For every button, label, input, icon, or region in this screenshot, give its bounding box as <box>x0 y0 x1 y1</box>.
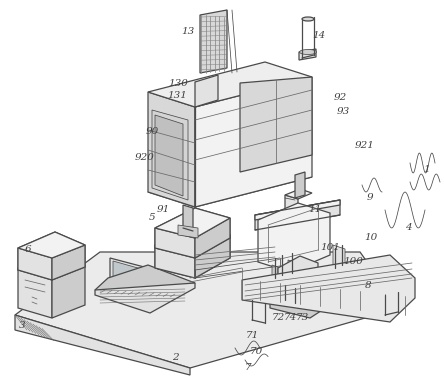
Text: 100: 100 <box>343 258 363 266</box>
Polygon shape <box>52 265 85 318</box>
Polygon shape <box>240 77 312 172</box>
Text: 93: 93 <box>337 108 349 117</box>
Text: 11: 11 <box>309 206 321 214</box>
Polygon shape <box>155 225 230 278</box>
Text: 1: 1 <box>424 166 430 174</box>
Polygon shape <box>155 245 195 278</box>
Polygon shape <box>148 92 195 207</box>
Text: 3: 3 <box>19 320 25 329</box>
Polygon shape <box>195 75 218 107</box>
Polygon shape <box>18 232 85 280</box>
Polygon shape <box>200 10 227 73</box>
Polygon shape <box>183 205 193 231</box>
Polygon shape <box>195 235 230 278</box>
Polygon shape <box>15 315 190 375</box>
Polygon shape <box>155 208 230 238</box>
Polygon shape <box>18 248 52 280</box>
Polygon shape <box>195 218 230 258</box>
Polygon shape <box>52 245 85 280</box>
Polygon shape <box>270 285 330 318</box>
Text: 91: 91 <box>156 206 170 214</box>
Polygon shape <box>18 268 52 318</box>
Polygon shape <box>155 115 183 196</box>
Polygon shape <box>152 110 188 200</box>
Text: 8: 8 <box>365 280 371 290</box>
Polygon shape <box>288 260 295 277</box>
Polygon shape <box>295 172 305 198</box>
Text: 2: 2 <box>172 353 178 363</box>
Polygon shape <box>255 200 340 220</box>
Polygon shape <box>258 203 330 272</box>
Text: 130: 130 <box>168 79 188 87</box>
Polygon shape <box>278 256 318 292</box>
Polygon shape <box>255 200 340 230</box>
Text: 4: 4 <box>404 223 411 233</box>
Polygon shape <box>148 62 312 107</box>
Polygon shape <box>333 245 345 272</box>
Polygon shape <box>155 228 195 258</box>
Text: 14: 14 <box>313 32 325 41</box>
Text: 71: 71 <box>246 331 258 339</box>
Text: 101: 101 <box>320 244 340 252</box>
Text: 10: 10 <box>365 233 378 242</box>
Text: 6: 6 <box>25 245 32 255</box>
Polygon shape <box>18 255 85 278</box>
Polygon shape <box>148 162 312 207</box>
Polygon shape <box>178 225 198 238</box>
Text: 131: 131 <box>167 92 187 100</box>
Polygon shape <box>195 77 312 207</box>
Polygon shape <box>285 195 298 274</box>
Polygon shape <box>155 208 230 258</box>
Text: 7: 7 <box>245 364 251 372</box>
Polygon shape <box>242 255 415 322</box>
Polygon shape <box>15 252 400 368</box>
Text: 90: 90 <box>145 128 159 136</box>
Polygon shape <box>95 283 195 313</box>
Text: 9: 9 <box>367 193 373 201</box>
Text: 13: 13 <box>182 27 194 36</box>
Ellipse shape <box>300 49 317 54</box>
Polygon shape <box>113 261 145 298</box>
Polygon shape <box>18 232 85 258</box>
Polygon shape <box>285 189 312 199</box>
Text: 5: 5 <box>149 212 155 222</box>
Text: 74: 74 <box>283 314 297 323</box>
Text: 920: 920 <box>135 154 155 163</box>
Ellipse shape <box>302 17 314 21</box>
Text: 921: 921 <box>355 141 375 149</box>
Polygon shape <box>110 258 148 302</box>
Text: 73: 73 <box>295 314 309 323</box>
Text: 70: 70 <box>250 347 262 356</box>
Polygon shape <box>299 49 316 60</box>
Text: 92: 92 <box>333 92 347 101</box>
Polygon shape <box>272 265 278 282</box>
Polygon shape <box>95 265 195 308</box>
Text: 72: 72 <box>271 314 285 323</box>
Polygon shape <box>155 225 230 255</box>
